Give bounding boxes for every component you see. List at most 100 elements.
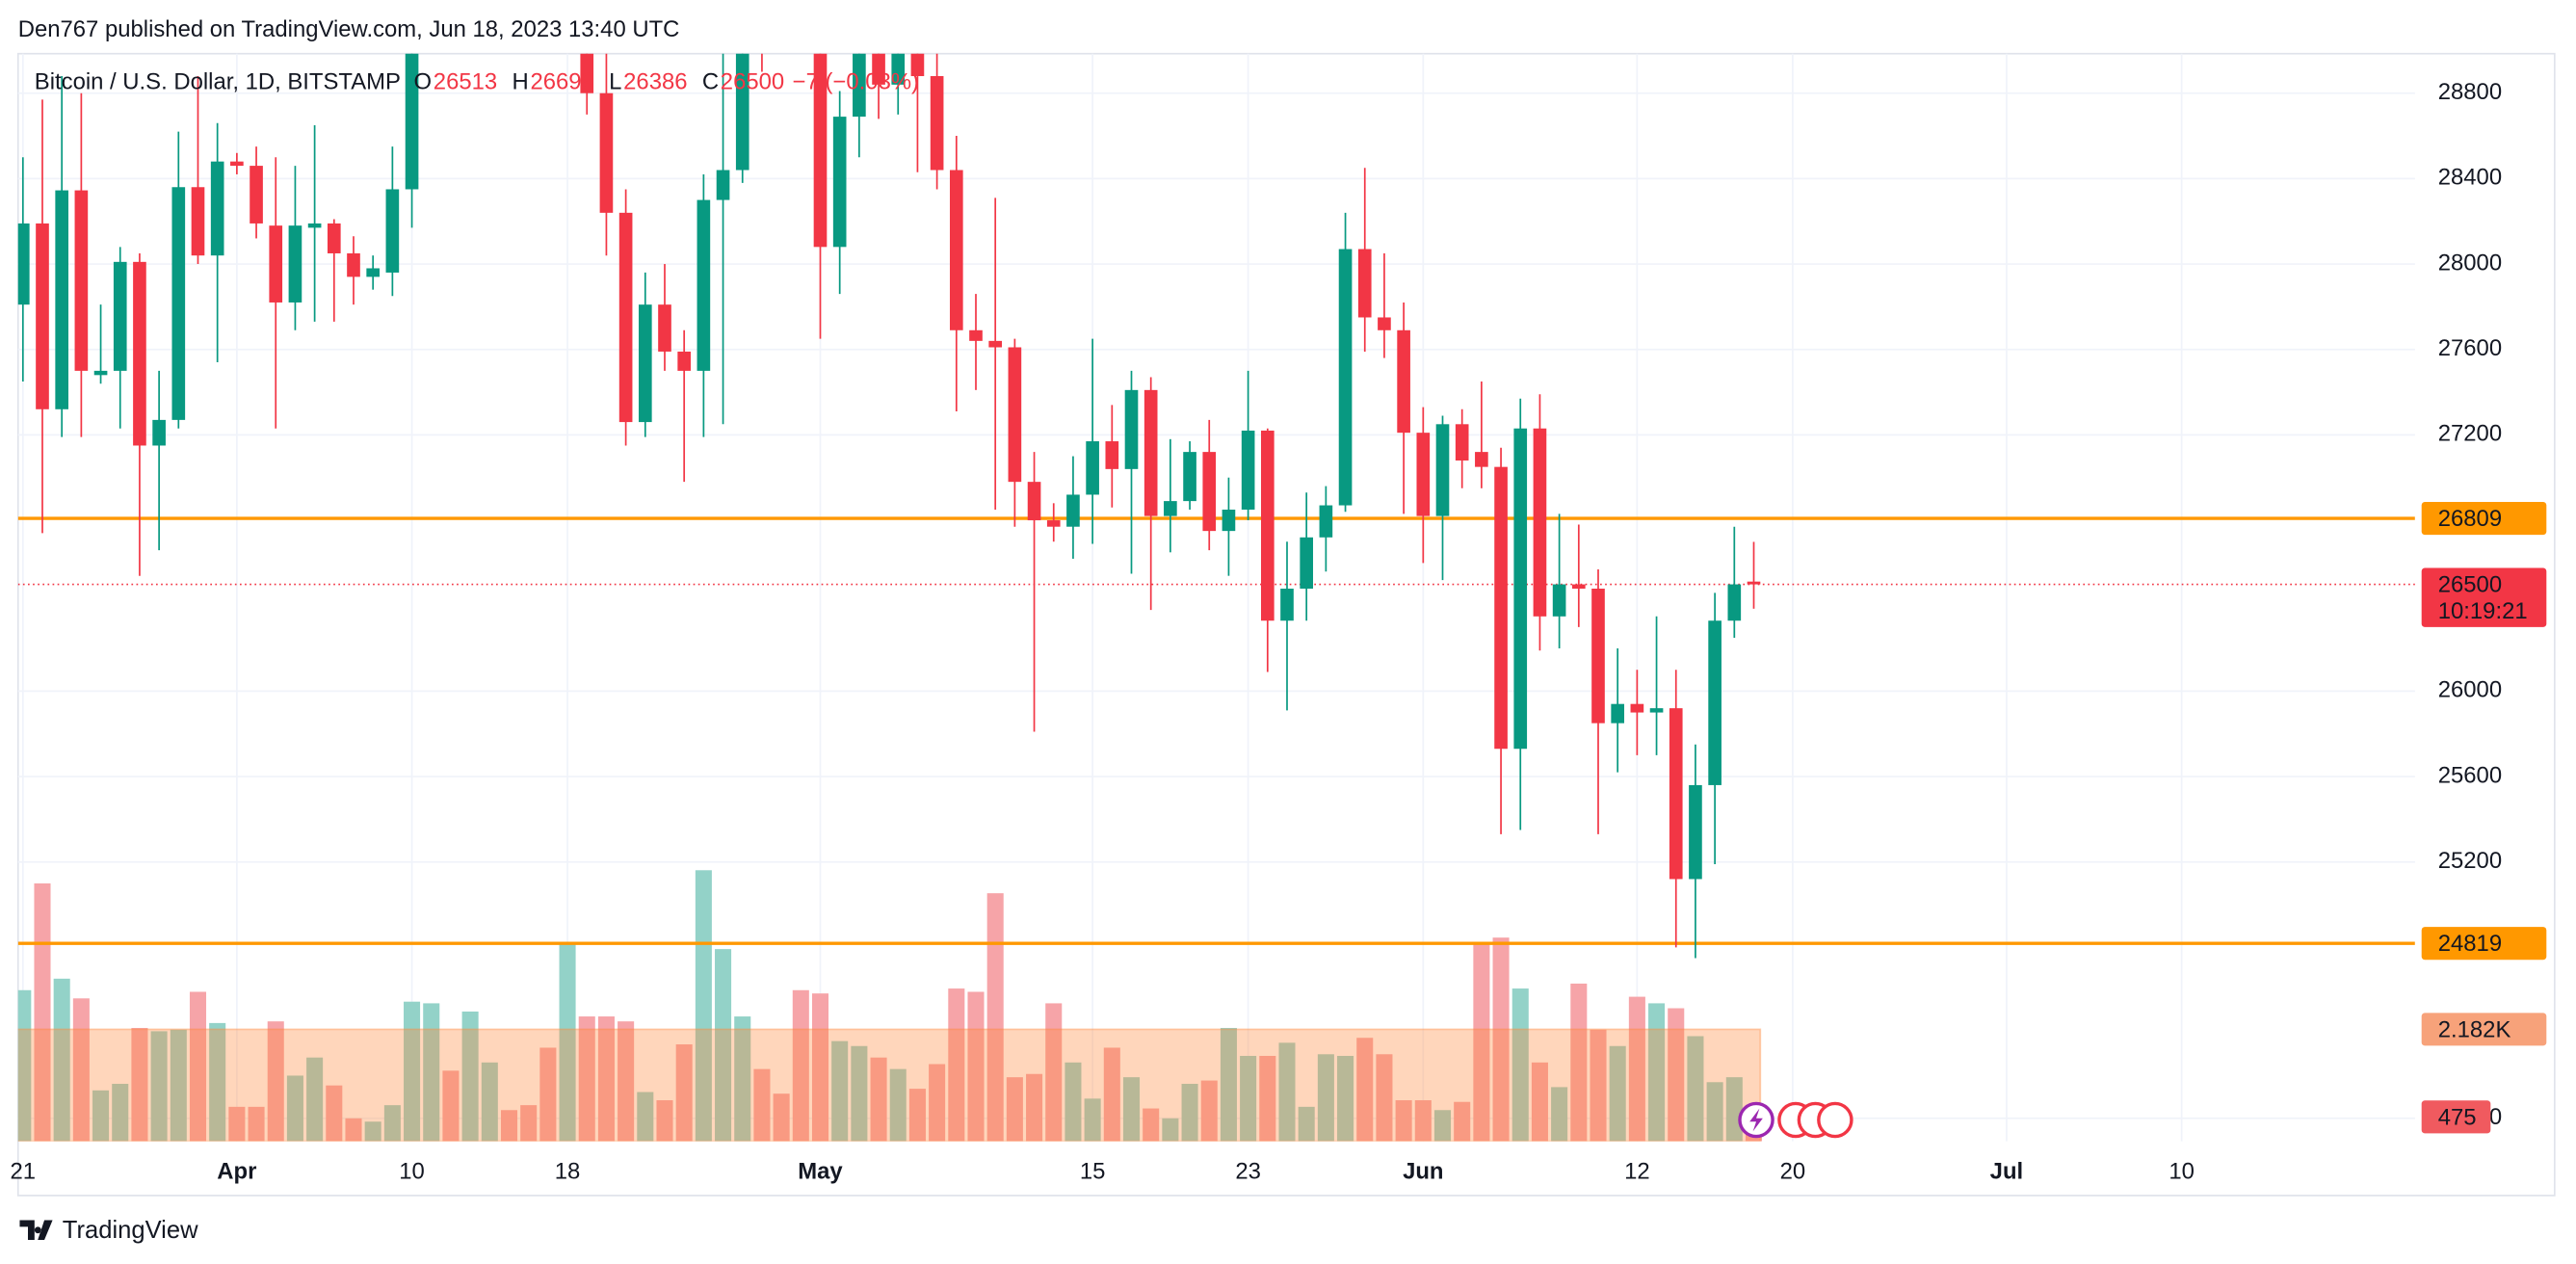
volume-bar [1220,1027,1237,1142]
volume-bar [481,1062,498,1142]
candle-body [307,223,322,228]
volume-bar [1668,1008,1685,1142]
volume-bar [1376,1054,1393,1142]
volume-bar [1045,1003,1063,1142]
volume-bar [1454,1101,1471,1142]
candle-body [697,199,711,371]
ohlc-key: O [414,69,433,95]
volume-bar [248,1106,265,1142]
candle-body [171,187,186,420]
candle-body [1183,452,1196,502]
volume-bar [1200,1080,1218,1142]
volume-bar [811,993,829,1142]
volume-bar [870,1057,887,1142]
candle-body [949,170,963,330]
volume-bar [1473,942,1490,1142]
price-label-box [2421,927,2547,961]
candle-body [1747,581,1761,585]
volume-bar [1570,983,1588,1142]
x-tick-label: 12 [1624,1158,1650,1184]
candle-body [638,304,652,423]
candle-body [152,419,166,446]
candle-body [1669,708,1683,880]
candle-body [1397,329,1410,434]
volume-bar [383,1105,401,1142]
candle-body [1105,441,1119,469]
grid [17,53,2415,1142]
volume-bar [851,1045,868,1142]
candle-body [385,189,400,273]
candle-body [1046,520,1061,527]
volume-bar [34,882,51,1142]
candle-body [891,53,906,85]
volume-bar [908,1089,926,1142]
event-icons [1738,1101,1853,1139]
footer-text: TradingView [63,1217,198,1244]
candle-body [1416,433,1431,516]
candle-body [658,304,671,352]
candle-body [988,340,1003,348]
volume-bar [1433,1110,1452,1142]
countdown: 10:19:21 [2438,598,2528,624]
volume-bar [306,1057,324,1142]
volume-bar [1065,1062,1082,1142]
candle-body [1571,584,1586,589]
volume-ma-box [2421,1013,2547,1046]
ohlc-value: 26513 [434,69,497,95]
candle-body [288,225,302,303]
candle-body [832,117,847,248]
candle-body [269,225,283,303]
volume-bar [286,1075,303,1142]
symbol: Bitcoin / U.S. Dollar, 1D, BITSTAMP [35,69,401,95]
volume-last-label: 475 [2438,1104,2477,1130]
candle-body [1222,509,1236,532]
candle-body [580,53,594,93]
candle-body [735,53,749,171]
volume-bar [1084,1098,1101,1142]
candle-body [1202,452,1217,532]
ohlc-key: H [513,69,529,95]
candle-body [1689,784,1702,880]
y-tick-label: 25600 [2438,762,2502,788]
volume-bar [1492,937,1510,1142]
volume-bar [170,1029,187,1142]
event-icon[interactable] [1817,1101,1853,1139]
candle-body [1241,430,1255,510]
volume-bar [53,978,70,1142]
candle-body [1338,249,1353,506]
volume-bar [578,1016,595,1142]
volume-bar [228,1106,246,1142]
volume-bar [597,1016,615,1142]
volume-bar [675,1044,693,1142]
y-tick-label: 28400 [2438,165,2502,191]
volume-bar [267,1021,284,1142]
candle-body [191,187,205,256]
volume-bar [442,1070,460,1142]
volume-bar [345,1118,362,1142]
x-tick-label: 18 [555,1158,581,1184]
volume-bar [1628,996,1645,1142]
candle-body [133,261,146,446]
candle-body [93,370,108,376]
volume-bar [986,893,1004,1142]
candle-body [1027,482,1041,521]
volume-bar [92,1090,110,1142]
volume-pane [17,870,1763,1142]
ohlc-key: L [609,69,621,95]
candle-body [1435,424,1450,516]
candle-body [405,53,419,190]
y-tick-label: 28000 [2438,250,2502,276]
candle-body [36,223,49,409]
ohlc-key: C [702,69,719,95]
volume-bar [1259,1055,1276,1142]
volume-bar [1143,1108,1160,1142]
candle-body [1086,441,1099,495]
candle-body [1260,430,1275,621]
candle-body [1124,389,1139,469]
price-label-box [2421,502,2547,536]
volume-bar [131,1027,148,1142]
candle-body [813,53,828,248]
x-tick-label: May [798,1158,843,1184]
volume-bar [618,1021,635,1142]
ohlc-value: 26386 [623,69,687,95]
